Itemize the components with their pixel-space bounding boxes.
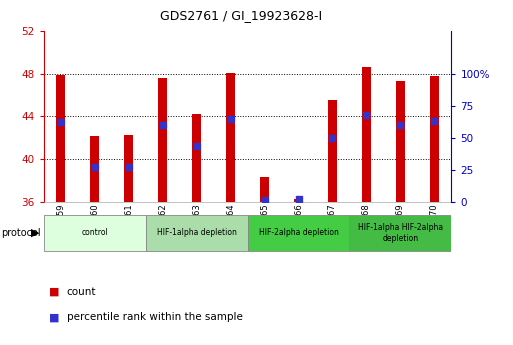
Bar xyxy=(124,135,133,202)
Bar xyxy=(430,76,439,202)
Text: ▶: ▶ xyxy=(31,228,39,238)
Bar xyxy=(260,177,269,202)
Text: protocol: protocol xyxy=(1,228,41,238)
Bar xyxy=(56,75,65,202)
FancyBboxPatch shape xyxy=(44,215,146,251)
Bar xyxy=(294,199,303,202)
Bar xyxy=(328,100,337,202)
Text: control: control xyxy=(81,228,108,237)
Bar xyxy=(362,67,371,202)
Bar xyxy=(226,73,235,202)
Text: percentile rank within the sample: percentile rank within the sample xyxy=(67,313,243,322)
Text: HIF-1alpha depletion: HIF-1alpha depletion xyxy=(156,228,236,237)
Bar xyxy=(159,78,167,202)
Bar xyxy=(396,81,405,202)
Text: ■: ■ xyxy=(49,287,59,296)
Text: count: count xyxy=(67,287,96,296)
Text: ■: ■ xyxy=(49,313,59,322)
Text: GDS2761 / GI_19923628-I: GDS2761 / GI_19923628-I xyxy=(160,9,322,22)
Text: HIF-2alpha depletion: HIF-2alpha depletion xyxy=(259,228,339,237)
Bar xyxy=(90,136,99,202)
FancyBboxPatch shape xyxy=(247,215,349,251)
Text: HIF-1alpha HIF-2alpha
depletion: HIF-1alpha HIF-2alpha depletion xyxy=(358,223,443,243)
Bar xyxy=(192,114,201,202)
FancyBboxPatch shape xyxy=(349,215,451,251)
FancyBboxPatch shape xyxy=(146,215,247,251)
